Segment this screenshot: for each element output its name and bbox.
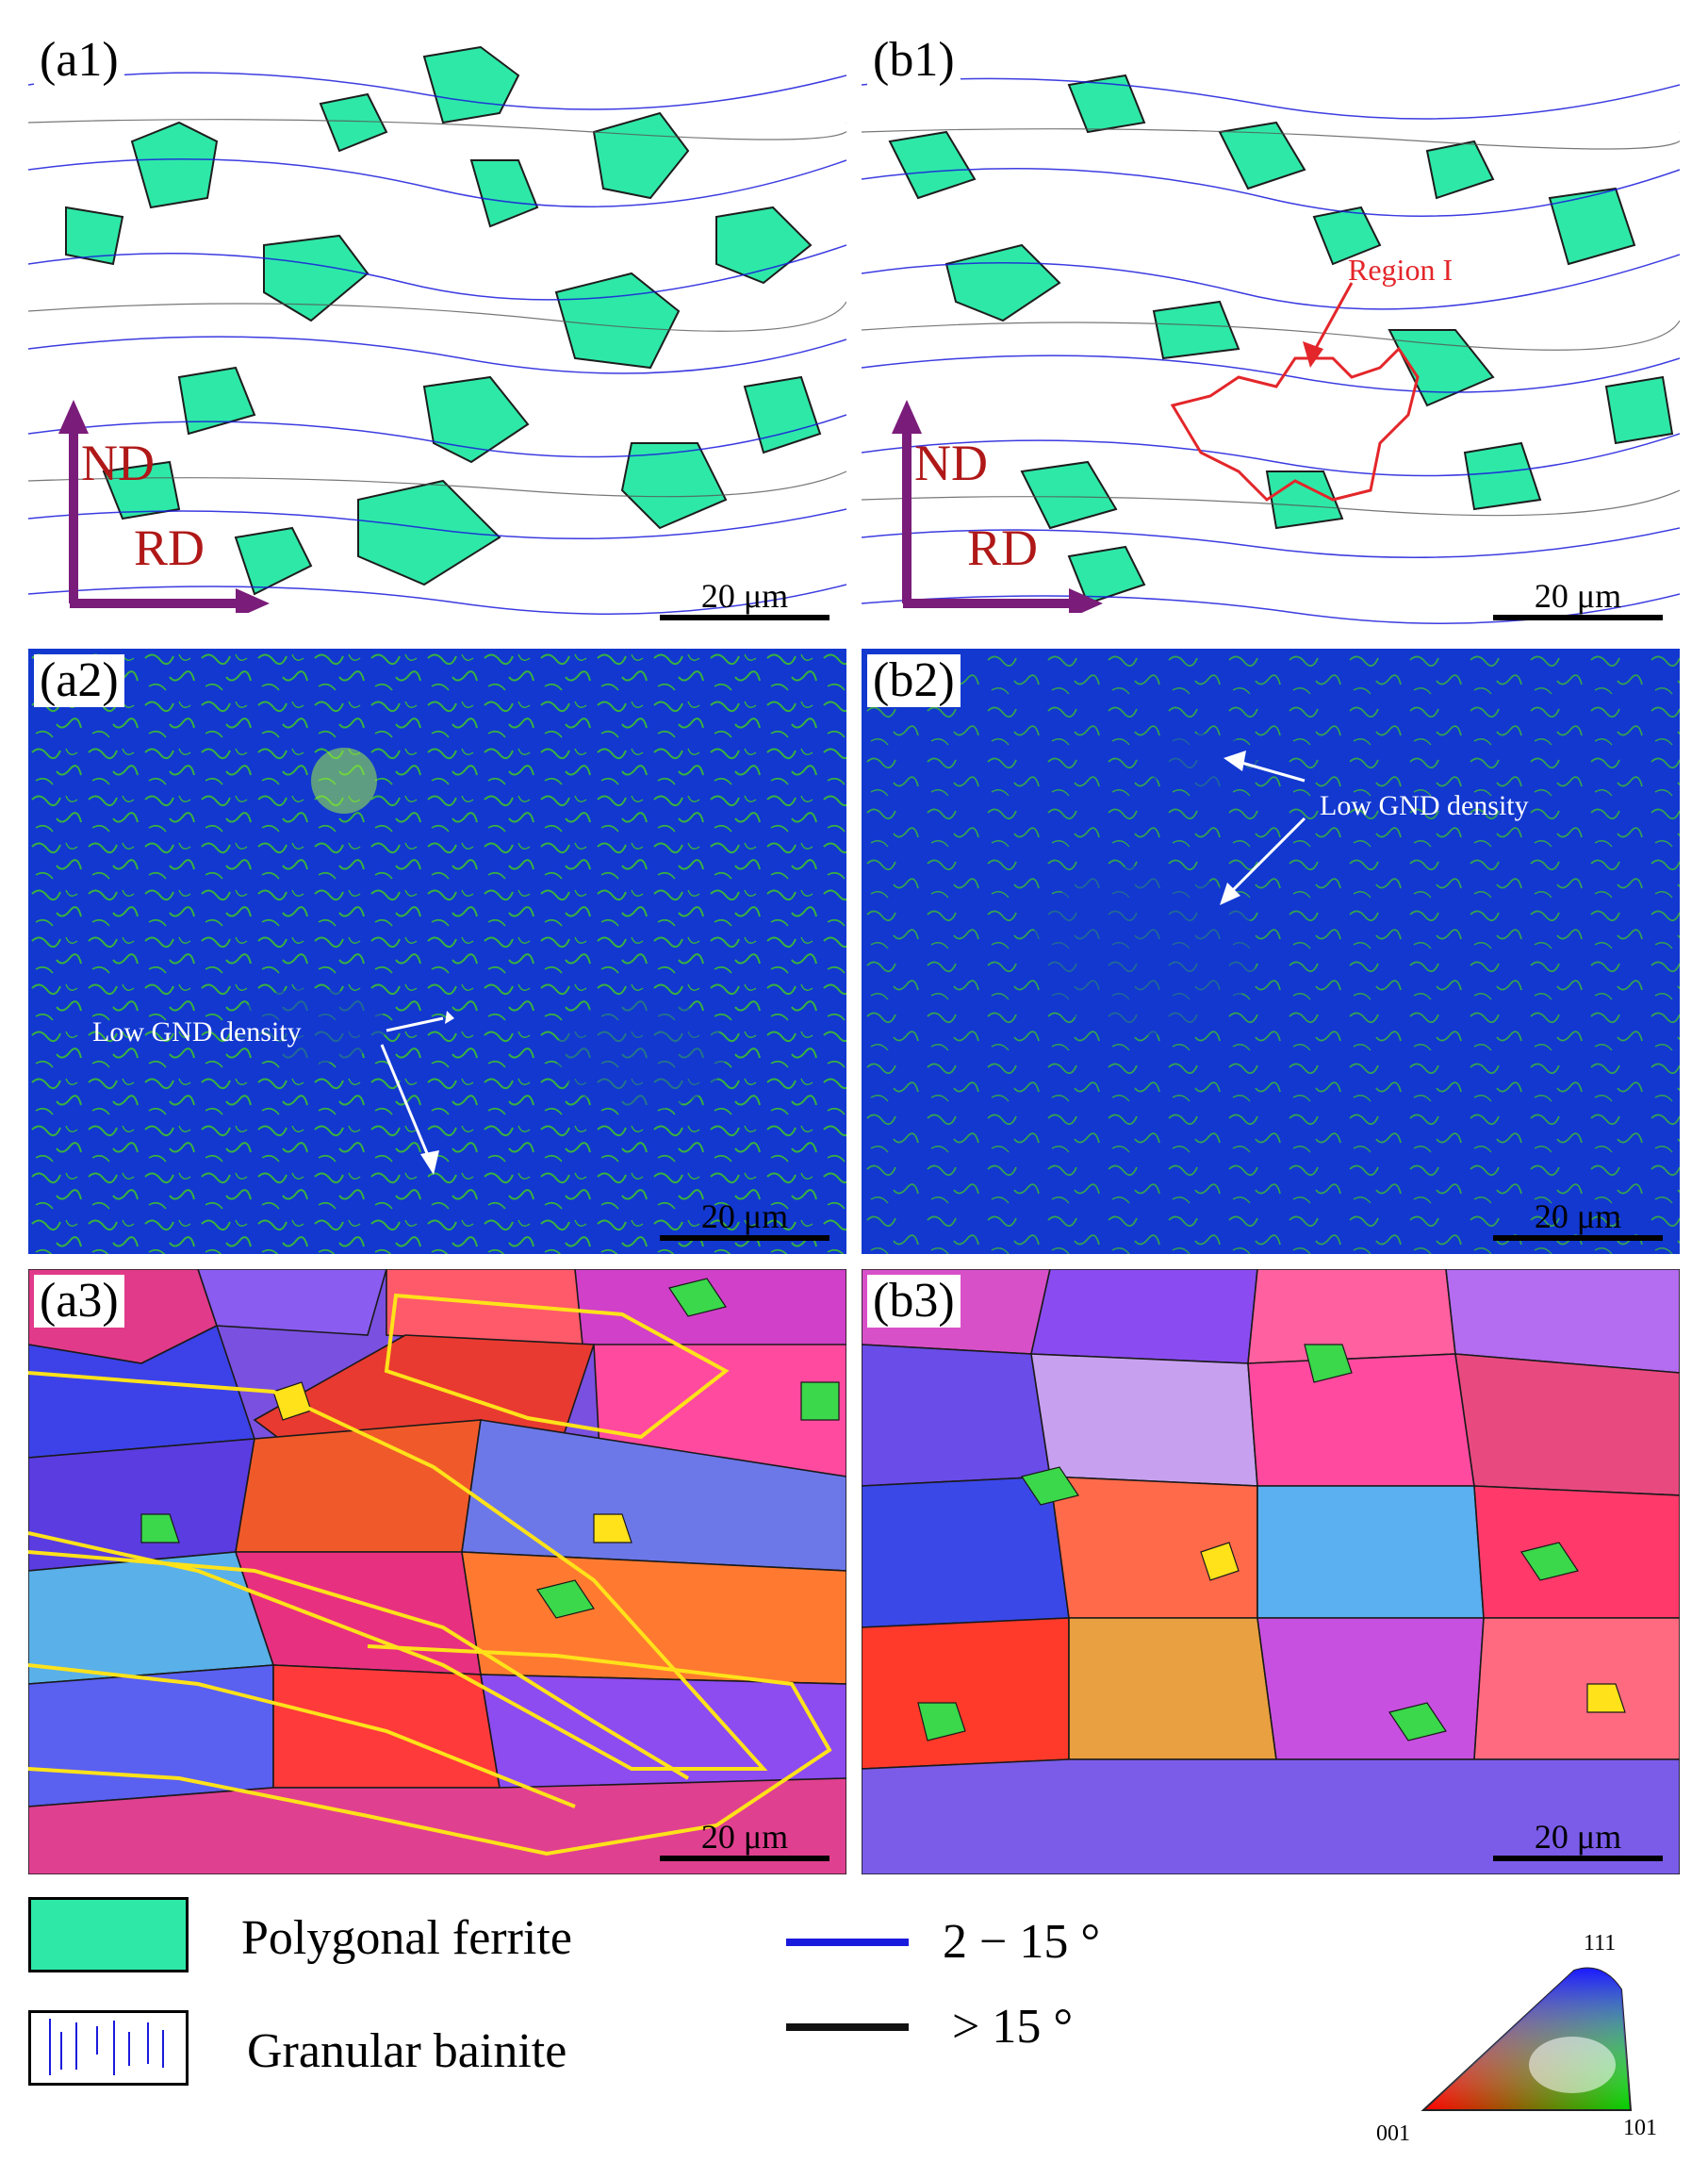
scale-bar-line <box>660 615 829 620</box>
nd-axis-label: ND <box>81 435 155 491</box>
scale-bar: 20 μm <box>1493 1820 1663 1861</box>
ipf-map-a3-image <box>28 1269 846 1874</box>
ipf-001-label: 001 <box>1376 2121 1410 2146</box>
high-angle-boundary-label: > 15 ° <box>952 2000 1074 2054</box>
panel-label: (a2) <box>34 654 124 707</box>
scale-bar-line <box>660 1235 829 1241</box>
nd-axis-label: ND <box>914 435 988 491</box>
scale-bar-label: 20 μm <box>700 1818 789 1856</box>
low-gnd-arrow <box>386 1016 444 1032</box>
panel-b2-gnd-map: (b2) Low GND density 20 μm <box>862 649 1680 1254</box>
region-i-arrow <box>1308 282 1354 359</box>
scale-bar-line <box>1493 1235 1663 1241</box>
gnd-map-a2-image <box>28 649 846 1254</box>
panel-a3-ipf-map: (a3) 20 μm <box>28 1269 846 1874</box>
panel-label: (a3) <box>34 1275 124 1328</box>
sample-axes: ND RD <box>47 396 273 613</box>
low-gnd-label: Low GND density <box>92 1016 302 1048</box>
scale-bar-label: 20 μm <box>700 1197 789 1235</box>
granular-bainite-pattern <box>49 2019 164 2075</box>
panel-label: (a1) <box>34 34 124 87</box>
polygonal-ferrite-label: Polygonal ferrite <box>241 1911 572 1965</box>
axes-arrows <box>892 400 1103 613</box>
scale-bar-line <box>1493 1856 1663 1861</box>
panel-a1-phase-map: (a1) ND RD 20 μm <box>28 28 846 634</box>
scale-bar: 20 μm <box>1493 579 1663 620</box>
low-angle-boundary-label: 2 − 15 ° <box>943 1915 1101 1969</box>
high-angle-boundary-line <box>786 2023 909 2031</box>
panel-label: (b3) <box>867 1275 961 1328</box>
rd-axis-label: RD <box>967 520 1039 576</box>
ipf-101-label: 101 <box>1623 2116 1657 2140</box>
sample-axes: ND RD <box>880 396 1107 613</box>
gnd-map-b2-image <box>862 649 1680 1254</box>
scale-bar: 20 μm <box>660 1199 829 1241</box>
granular-bainite-swatch <box>28 2010 189 2086</box>
axes-arrows <box>58 400 270 613</box>
panel-label: (b1) <box>867 34 961 87</box>
low-gnd-label: Low GND density <box>1320 790 1529 821</box>
panel-a2-gnd-map: (a2) Low GND density 20 μm <box>28 649 846 1254</box>
panel-b3-ipf-map: (b3) 20 μm <box>862 1269 1680 1874</box>
polygonal-ferrite-swatch <box>28 1897 189 1972</box>
scale-bar-label: 20 μm <box>1534 1197 1622 1235</box>
panel-label: (b2) <box>867 654 961 707</box>
scale-bar-label: 20 μm <box>700 577 789 615</box>
scale-bar: 20 μm <box>660 579 829 620</box>
ipf-map-b3-image <box>862 1269 1680 1874</box>
scale-bar-label: 20 μm <box>1534 577 1622 615</box>
low-gnd-arrow <box>1238 760 1306 783</box>
panel-b1-phase-map: (b1) Region I ND RD 20 μm <box>862 28 1680 634</box>
low-gnd-arrow <box>1227 817 1306 896</box>
scale-bar: 20 μm <box>1493 1199 1663 1241</box>
phase-map-a1-image <box>28 45 846 615</box>
scale-bar-label: 20 μm <box>1534 1818 1622 1856</box>
low-gnd-arrow <box>380 1044 431 1159</box>
phase-map-b1-image <box>862 74 1680 624</box>
scale-bar-line <box>660 1856 829 1861</box>
ipf-111-label: 111 <box>1584 1931 1617 1956</box>
granular-bainite-label: Granular bainite <box>247 2024 567 2078</box>
scale-bar-line <box>1493 615 1663 620</box>
region-i-outline <box>1170 346 1420 502</box>
rd-axis-label: RD <box>134 520 205 576</box>
region-i-label: Region I <box>1348 253 1453 287</box>
low-angle-boundary-line <box>786 1939 909 1946</box>
scale-bar: 20 μm <box>660 1820 829 1861</box>
ipf-color-key-triangle <box>1421 1967 1633 2111</box>
